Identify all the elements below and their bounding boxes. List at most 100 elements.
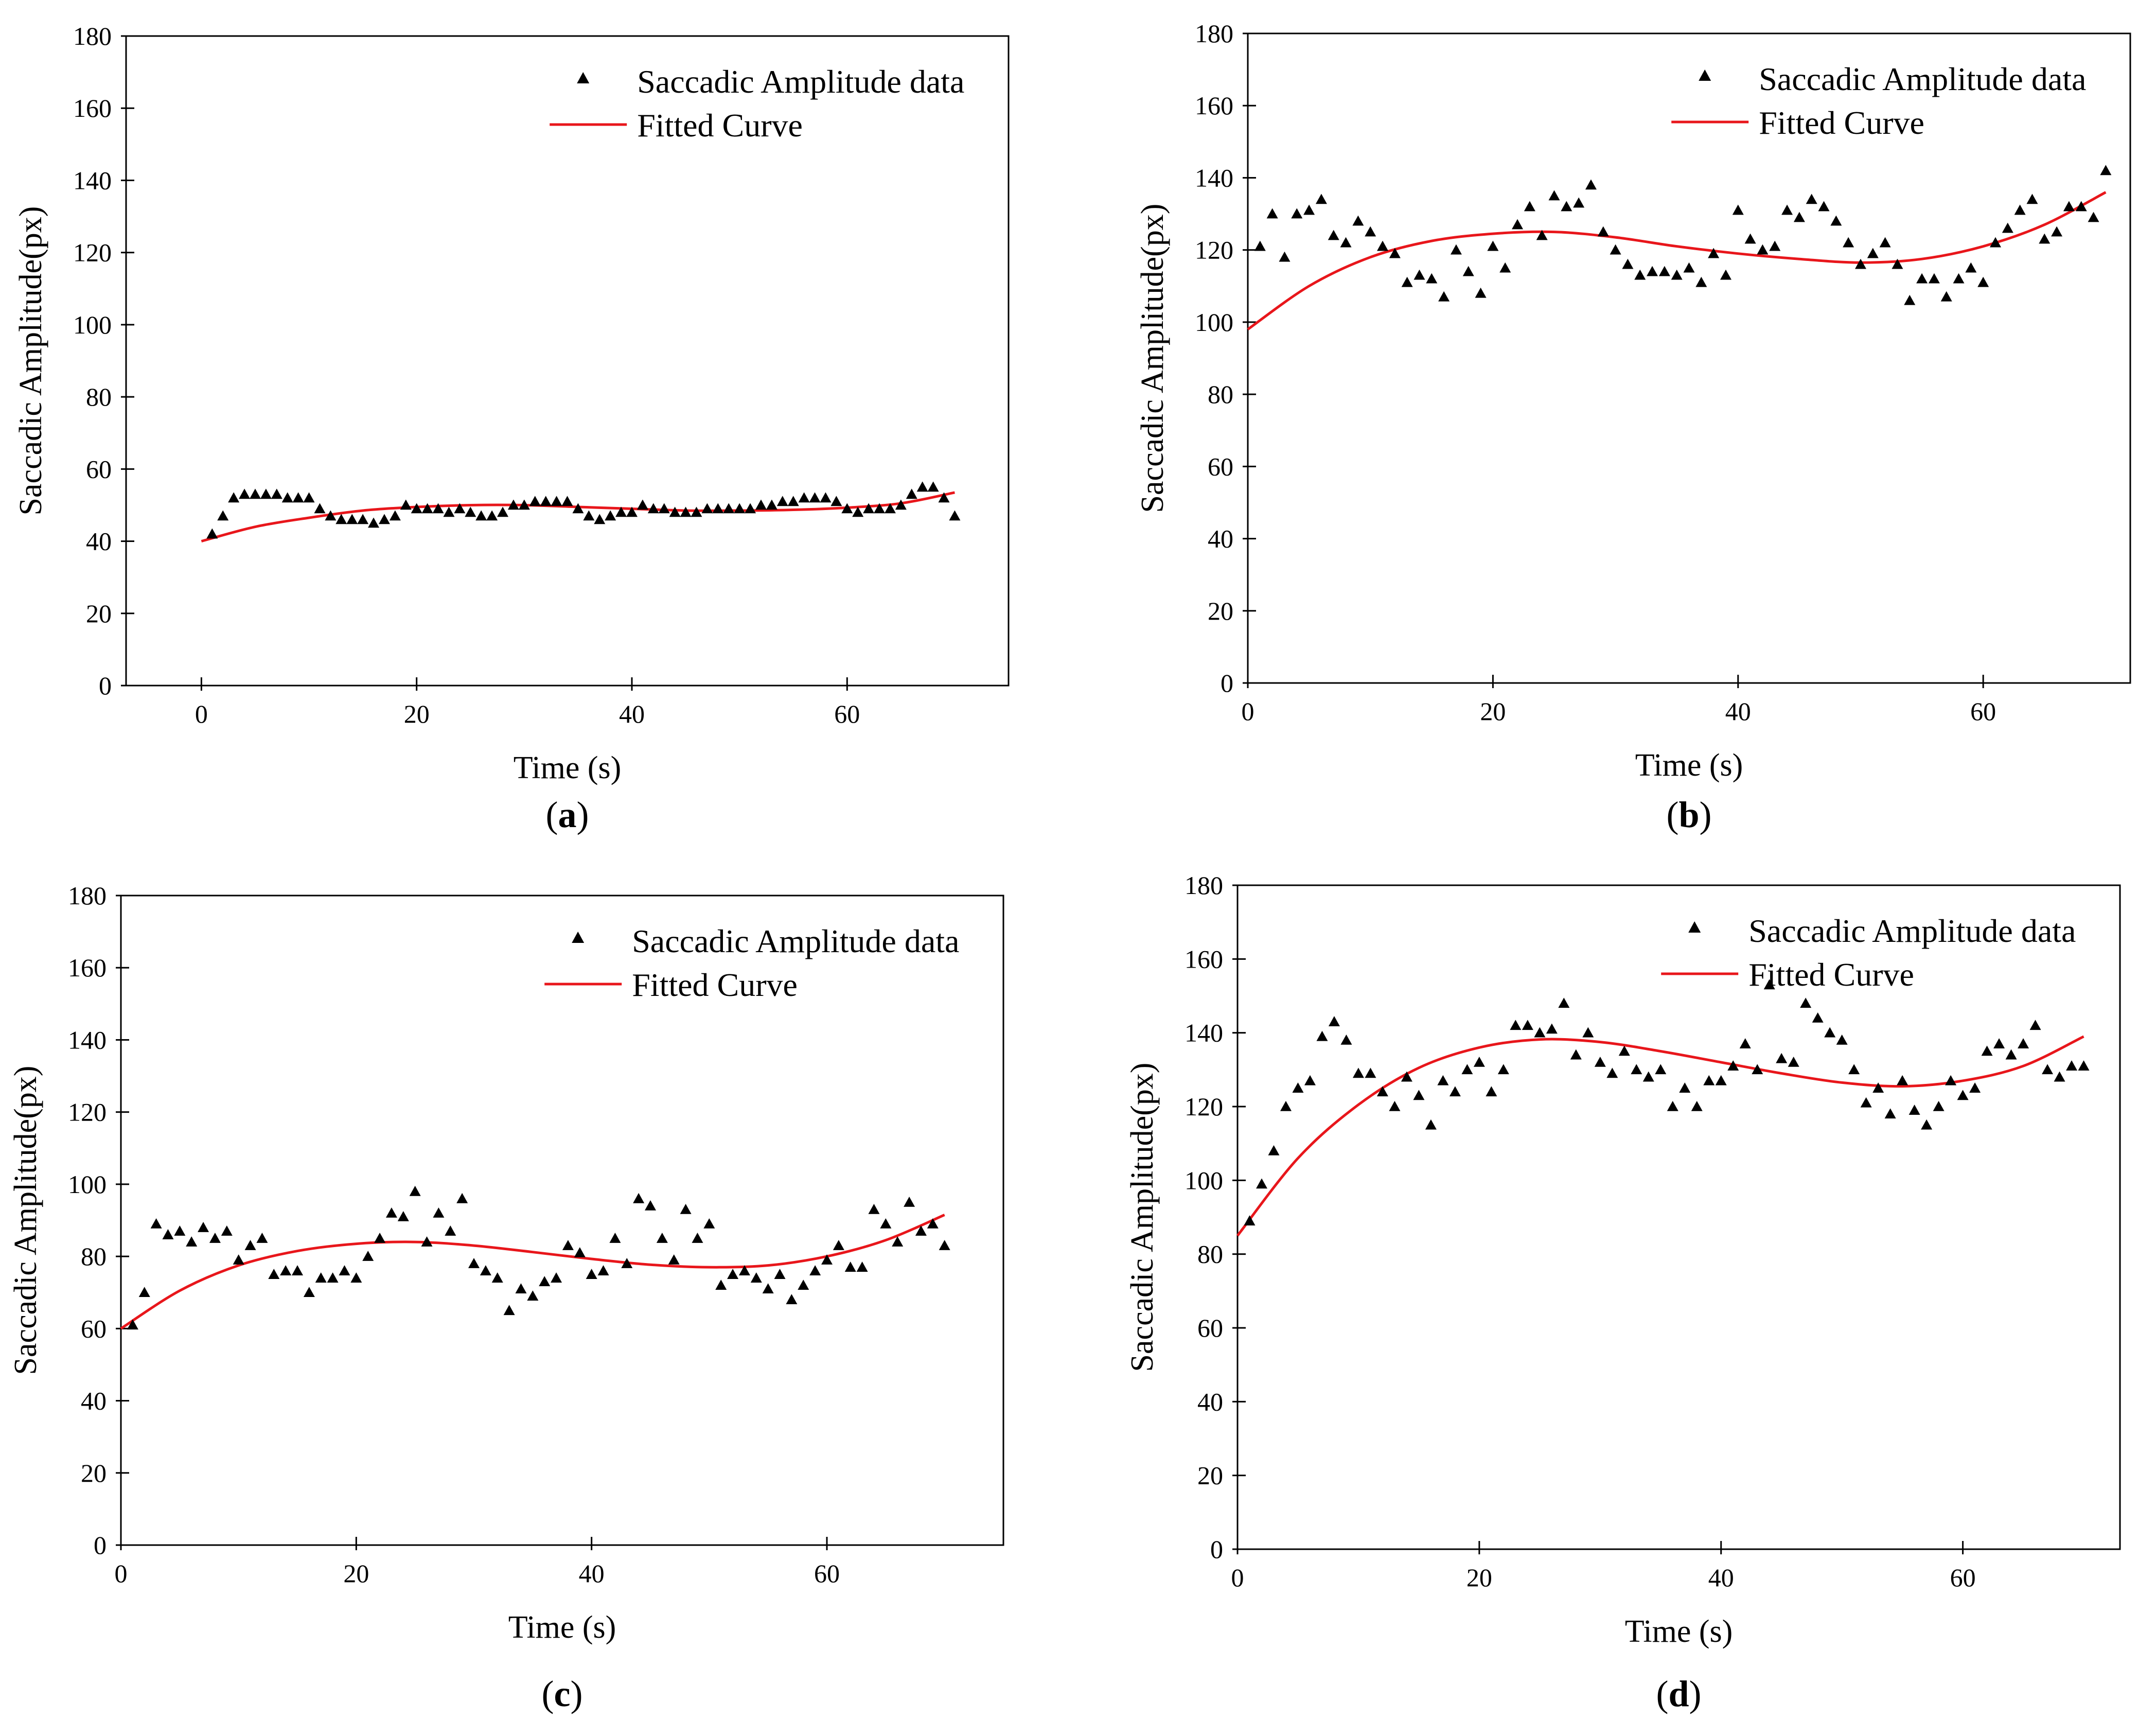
data-point	[385, 1207, 397, 1218]
data-point	[841, 503, 853, 514]
data-point	[621, 1258, 633, 1268]
data-point	[400, 499, 412, 510]
data-point	[1683, 262, 1695, 273]
data-point	[1268, 1145, 1280, 1155]
data-point	[1981, 1045, 1993, 1056]
data-point	[1788, 1057, 1799, 1067]
data-point	[1401, 1071, 1412, 1082]
data-point	[809, 1265, 821, 1275]
data-point	[186, 1236, 198, 1247]
data-point	[1438, 291, 1450, 302]
fitted-curve-line	[120, 1214, 945, 1330]
data-point	[421, 503, 433, 514]
data-point	[712, 503, 724, 514]
data-point	[335, 514, 347, 524]
data-point	[892, 1236, 904, 1247]
data-point	[249, 488, 261, 499]
legend-label-data: Saccadic Amplitude data	[1759, 61, 2086, 97]
data-point	[1376, 1086, 1388, 1097]
data-point	[723, 503, 735, 514]
data-point	[162, 1229, 174, 1239]
data-point	[1884, 1108, 1896, 1119]
data-point	[551, 496, 562, 506]
data-point	[1534, 1027, 1546, 1038]
data-point	[637, 499, 648, 510]
data-point	[1413, 269, 1425, 280]
data-point	[1879, 237, 1891, 248]
data-point	[1499, 262, 1511, 273]
data-point	[561, 496, 573, 506]
data-point	[217, 510, 229, 521]
panel-label-close: )	[570, 1673, 582, 1714]
data-point	[198, 1222, 209, 1232]
data-point	[2042, 1064, 2054, 1075]
data-point	[1512, 219, 1524, 230]
data-point	[2029, 1020, 2041, 1030]
data-point	[1450, 244, 1462, 255]
data-point	[762, 1283, 774, 1294]
data-point	[1473, 1057, 1485, 1067]
legend-label-fit: Fitted Curve	[1759, 104, 1924, 141]
y-tick-label: 40	[86, 527, 112, 556]
data-point	[1610, 244, 1621, 255]
legend-label-fit: Fitted Curve	[1748, 956, 1914, 993]
data-point	[507, 499, 519, 510]
x-axis-title: Time (s)	[1625, 1614, 1733, 1649]
data-point	[1340, 237, 1352, 248]
data-point	[572, 503, 584, 514]
data-point	[454, 503, 466, 514]
data-point	[1776, 1053, 1788, 1063]
data-point	[1497, 1064, 1509, 1075]
data-point	[766, 499, 777, 510]
data-point	[1679, 1082, 1691, 1093]
data-point	[727, 1269, 739, 1279]
x-axis-title: Time (s)	[1635, 748, 1743, 783]
y-tick-label: 60	[1197, 1313, 1223, 1342]
data-point	[1365, 1067, 1376, 1078]
y-tick-label: 140	[1185, 1019, 1223, 1047]
panel-label: (c)	[542, 1673, 583, 1714]
data-point	[2039, 233, 2051, 244]
data-point	[1352, 215, 1364, 226]
data-point	[221, 1225, 233, 1236]
data-point	[421, 1236, 433, 1247]
data-point	[1933, 1101, 1945, 1111]
x-tick-label: 40	[1708, 1563, 1734, 1592]
data-point	[1582, 1027, 1594, 1038]
data-point	[895, 499, 907, 510]
data-point	[1254, 240, 1266, 251]
x-axis-title: Time (s)	[514, 750, 622, 785]
x-tick-label: 20	[343, 1559, 369, 1588]
data-point	[174, 1225, 186, 1236]
data-point	[786, 1294, 798, 1305]
data-point	[127, 1319, 138, 1330]
data-point	[574, 1247, 586, 1257]
data-point	[2005, 1049, 2017, 1060]
data-point	[1647, 266, 1658, 276]
data-point	[1739, 1038, 1751, 1048]
data-point	[1908, 1105, 1920, 1115]
data-point	[2026, 194, 2038, 204]
y-tick-label: 20	[1197, 1461, 1223, 1490]
data-point	[1524, 201, 1535, 212]
data-point	[1303, 204, 1315, 215]
data-point	[1573, 197, 1585, 208]
data-point	[1425, 1119, 1437, 1130]
data-point	[443, 506, 455, 517]
data-point	[206, 528, 218, 539]
data-point	[551, 1272, 562, 1283]
data-point	[445, 1225, 456, 1236]
data-point	[315, 1272, 327, 1283]
data-point	[497, 506, 509, 517]
data-point	[668, 1254, 680, 1265]
data-point	[1989, 237, 2001, 248]
y-tick-label: 180	[1185, 871, 1223, 900]
data-point	[1328, 1016, 1340, 1026]
data-point	[1510, 1020, 1522, 1030]
y-tick-label: 40	[81, 1387, 107, 1415]
data-point	[1824, 1027, 1836, 1038]
legend-label-fit: Fitted Curve	[637, 107, 803, 144]
y-tick-label: 100	[73, 310, 112, 339]
data-point	[1315, 194, 1327, 204]
data-point	[233, 1254, 244, 1265]
